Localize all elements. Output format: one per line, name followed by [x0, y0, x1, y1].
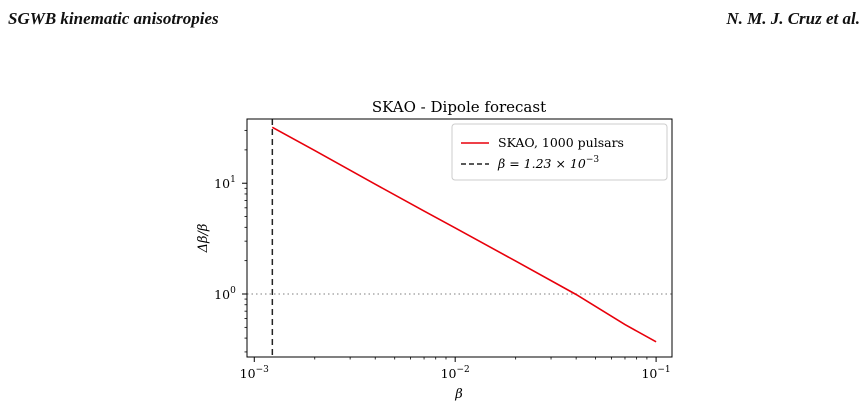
- y-tick-label: 101: [214, 175, 236, 191]
- series-line: [271, 126, 657, 343]
- running-header-authors: N. M. J. Cruz et al.: [726, 9, 860, 28]
- legend: SKAO, 1000 pulsars β = 1.23 × 10−3: [451, 123, 668, 181]
- x-tick-label: 10−1: [641, 365, 670, 381]
- chart-title: SKAO - Dipole forecast: [372, 98, 546, 116]
- plot-frame: [246, 118, 673, 358]
- x-tick-label: 10−3: [240, 365, 269, 381]
- legend-box: [451, 123, 668, 181]
- legend-label-exponent: −3: [586, 155, 600, 165]
- x-tick-label: 10−2: [441, 365, 470, 381]
- x-axis-label: β: [454, 387, 463, 402]
- legend-label-reference: β = 1.23 × 10−3: [497, 155, 599, 171]
- legend-label-series: SKAO, 1000 pulsars: [498, 135, 624, 150]
- y-axis-label: Δβ/β: [196, 224, 211, 254]
- running-header-title: SGWB kinematic anisotropies: [8, 9, 219, 28]
- y-tick-label: 100: [214, 286, 236, 302]
